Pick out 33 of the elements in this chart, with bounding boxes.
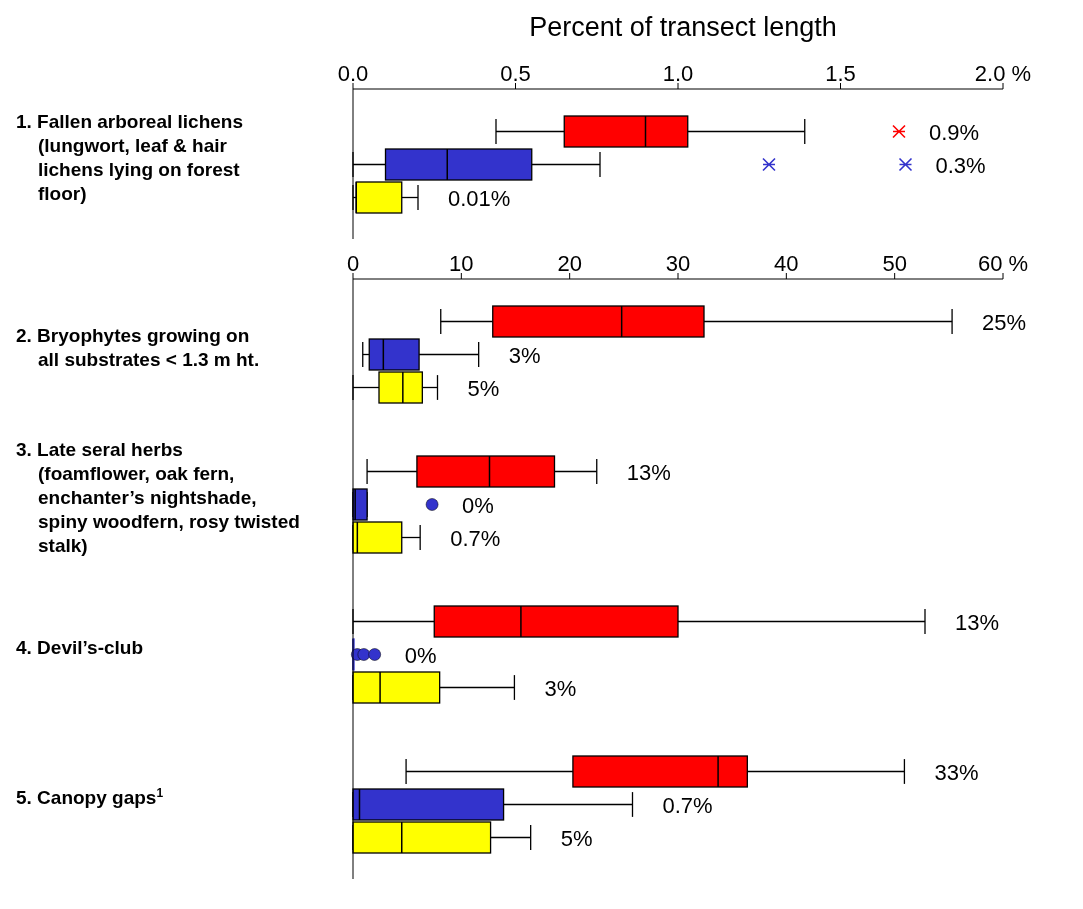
x-tick-label: 10 (449, 251, 474, 276)
annotation: 3% (544, 675, 577, 701)
annotation: 0.3% (935, 152, 986, 178)
y-tick-label: 3. Late seral herbs (foamflower, oak fern, enchanter’s nightshade, spiny woodfern, rosy twisted stalk) (16, 439, 300, 556)
x-tick-label: 20 (557, 251, 582, 276)
x-tick-label: 1.5 (825, 61, 856, 86)
x-tick-label: 60 % (977, 251, 1029, 276)
annotation: 0.7% (662, 792, 713, 818)
annotation: 13% (955, 609, 1000, 635)
x-tick-label: 40 (774, 251, 799, 276)
y-tick-label: 4. Devil’s-club (16, 637, 144, 658)
x-tick-label: 0 (346, 251, 360, 276)
annotation: 0.7% (450, 525, 501, 551)
x-axis-title: Percent of transect length (528, 11, 838, 44)
annotation: 0.01% (448, 185, 511, 211)
x-tick-label: 50 (882, 251, 907, 276)
annotation: 5% (467, 375, 500, 401)
annotation: 0% (404, 642, 437, 668)
annotation: 33% (934, 759, 979, 785)
y-tick-label: 5. Canopy gaps$^{1}$ (16, 786, 164, 808)
annotation: 3% (508, 342, 541, 368)
x-tick-label: 30 (665, 251, 691, 276)
annotation: 25% (982, 309, 1027, 335)
x-tick-label: 1.0 (662, 61, 694, 86)
y-tick-label: 2. Bryophytes growing on all substrates < 1.3 m ht. (16, 325, 260, 370)
annotation: 0.9% (929, 119, 980, 145)
annotation: 0% (462, 492, 494, 518)
x-tick-label: 0.5 (500, 61, 531, 86)
annotation: 5% (560, 825, 593, 851)
y-tick-label: 1. Fallen arboreal lichens (lungwort, leaf & hair lichens lying on forest floor) (16, 111, 244, 204)
x-tick-label: 2.0 % (974, 61, 1032, 86)
annotation: 13% (626, 459, 671, 485)
x-tick-label: 0.0 (337, 61, 369, 86)
